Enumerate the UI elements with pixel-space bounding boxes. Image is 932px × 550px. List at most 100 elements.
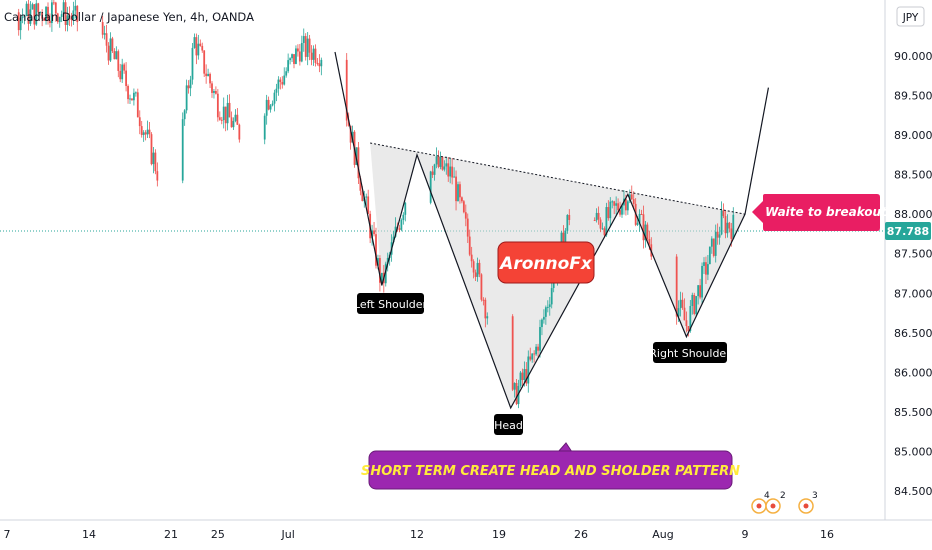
candle-body [462,201,465,213]
candle-body [482,299,485,301]
candle-body [716,231,719,238]
candle-body [269,105,272,110]
candle-body [539,327,541,351]
candle-body [470,254,473,262]
right-shoulder-label[interactable]: Right Shoulder [649,342,731,363]
candle-body [51,2,53,24]
candle-body [605,207,608,236]
candle-body [119,70,122,80]
candle-body [457,184,459,202]
candle-body [205,73,208,77]
candle-body [25,3,28,16]
price-tick-label: 87.000 [894,287,932,300]
candle-body [277,79,280,89]
candle-body [466,218,469,237]
candle-body [476,262,479,277]
event-badge-cluster-b[interactable]: 3 [798,491,818,514]
candle-body [131,98,133,101]
candle-body [568,215,571,221]
head-label-bg [494,414,523,435]
candle-body [136,92,139,118]
candle-body [730,228,733,239]
breakout-callout[interactable]: Waite to breakout [752,194,888,231]
candle-body [271,103,274,106]
right-shoulder-label-text: Right Shoulder [649,347,731,360]
candle-body [47,6,49,21]
candle-body [439,156,442,167]
candle-body [435,156,438,165]
candle-body [293,54,295,64]
event-badge-cluster-a[interactable]: 4 2 [751,491,786,514]
candle-body [441,156,444,170]
head-label[interactable]: Head [494,414,523,435]
candle-body [566,215,569,231]
time-tick-label: 12 [410,528,424,541]
candle-body [35,3,38,25]
candle-body [480,274,483,300]
candle-body [150,134,153,165]
event-dot-icon [803,503,809,509]
currency-badge[interactable]: JPY [896,6,925,27]
candle-body [211,83,213,93]
candle-body [533,353,536,355]
candle-body [129,98,131,100]
pattern-lines-layer [334,51,770,410]
candle-body [115,51,118,60]
pattern-note-bg [368,450,733,490]
candle-body [685,320,688,327]
time-tick-label: Jul [281,528,295,541]
candle-body [593,220,596,222]
candle-body [60,14,63,17]
candle-body [599,219,602,229]
candle-body [392,236,395,243]
price-tick-label: 86.000 [894,366,932,379]
candle-body [285,71,288,76]
candle-body [455,176,457,202]
pattern-note[interactable]: SHORT TERM CREATE HEAD AND SHOLDER PATTE… [361,442,740,490]
candle-body [58,16,61,23]
candle-body [603,228,606,236]
event-badges[interactable]: 4 2 3 [751,491,818,514]
candle-body [699,285,701,298]
candle-body [595,212,598,221]
candle-body [443,166,446,170]
candle-body [52,2,55,4]
candle-body [33,4,36,25]
candle-body [681,299,684,308]
candle-body [308,38,311,53]
candle-body [648,239,651,245]
candle-body [236,114,239,125]
candle-body [464,212,467,219]
candle-body [66,15,69,25]
candle-body [720,210,723,235]
candle-body [697,285,700,297]
candle-body [21,16,24,18]
right-shoulder-label-bg [653,342,727,363]
candle-body [101,22,104,35]
candle-body [216,93,219,118]
candle-body [312,48,315,60]
candle-body [632,199,635,204]
candle-body [365,196,368,198]
candle-body [404,202,407,215]
candle-body [638,213,641,223]
candle-body [519,372,522,386]
candle-body [523,369,526,380]
left-shoulder-label[interactable]: Left Shoulder [354,293,428,314]
candle-body [722,210,725,217]
candle-body [451,166,454,178]
candle-body [222,106,225,121]
candle-body [484,299,487,319]
candle-body [27,3,30,24]
candle-body [607,207,610,219]
candle-body [300,42,303,62]
candle-body [461,197,463,202]
candle-body [197,43,200,56]
candle-body [617,203,619,211]
event-count-c: 3 [812,491,818,501]
candle-body [449,166,452,177]
price-tick-label: 89.500 [894,90,932,103]
candle-body [546,306,549,308]
candle-body [453,176,455,178]
